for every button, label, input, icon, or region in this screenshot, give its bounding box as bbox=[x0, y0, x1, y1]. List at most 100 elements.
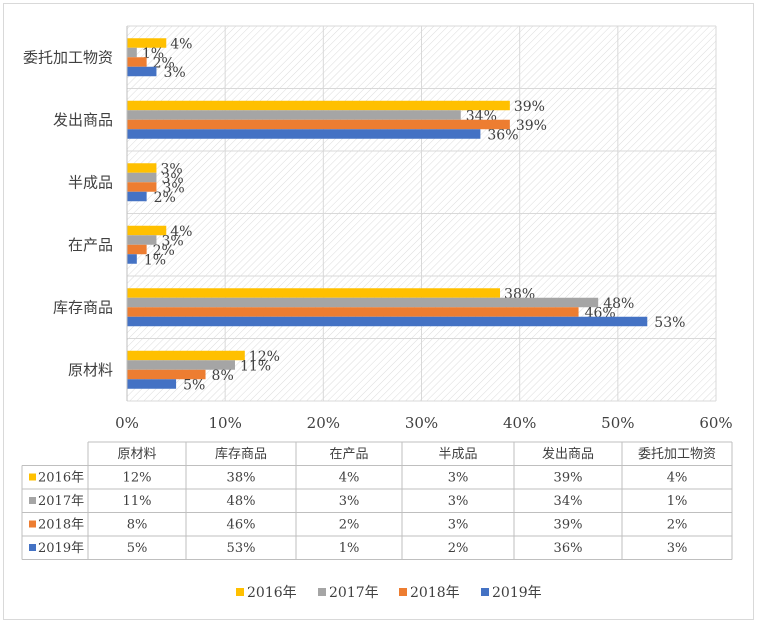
bar bbox=[127, 316, 648, 327]
bar bbox=[127, 254, 137, 264]
table-value-cell: 53% bbox=[227, 541, 256, 556]
bar bbox=[127, 244, 147, 255]
x-tick-label: 0% bbox=[115, 414, 139, 432]
data-label: 3% bbox=[161, 233, 183, 249]
category-label: 委托加工物资 bbox=[23, 48, 113, 66]
data-label: 2% bbox=[153, 55, 175, 71]
table-row-label: 2017年 bbox=[38, 494, 84, 509]
table-value-cell: 1% bbox=[339, 541, 360, 556]
x-tick-label: 50% bbox=[601, 414, 634, 432]
category-label: 原材料 bbox=[68, 361, 113, 379]
data-label: 11% bbox=[240, 358, 271, 374]
data-label: 39% bbox=[516, 118, 547, 134]
bar bbox=[127, 57, 147, 67]
category-label: 库存商品 bbox=[53, 298, 113, 316]
category-label: 发出商品 bbox=[53, 111, 113, 129]
table-value-cell: 1% bbox=[667, 494, 688, 509]
legend-label: 2019年 bbox=[492, 585, 542, 601]
bar bbox=[127, 297, 599, 308]
table-legend-key bbox=[29, 544, 36, 551]
legend-swatch bbox=[399, 588, 407, 596]
data-label: 36% bbox=[487, 127, 518, 143]
data-label: 3% bbox=[162, 180, 184, 196]
table-value-cell: 46% bbox=[227, 518, 256, 533]
data-label: 39% bbox=[514, 99, 545, 115]
table-value-cell: 39% bbox=[554, 471, 583, 486]
legend-label: 2016年 bbox=[247, 585, 297, 601]
x-tick-label: 30% bbox=[405, 414, 438, 432]
bar bbox=[127, 129, 481, 139]
bar bbox=[127, 369, 206, 380]
table-value-cell: 5% bbox=[127, 541, 148, 556]
legend-swatch bbox=[318, 588, 326, 596]
legend: 2016年 2017年 2018年 2019年 bbox=[236, 585, 542, 601]
data-label: 8% bbox=[212, 368, 234, 384]
data-label: 3% bbox=[160, 161, 182, 177]
table-header-cell: 原材料 bbox=[117, 447, 156, 462]
legend-swatch bbox=[236, 588, 244, 596]
bar bbox=[127, 350, 245, 361]
bar bbox=[127, 47, 137, 58]
table-value-cell: 3% bbox=[448, 471, 469, 486]
bar bbox=[127, 66, 157, 77]
data-label: 3% bbox=[163, 65, 185, 81]
table-value-cell: 2% bbox=[448, 541, 469, 556]
data-label: 1% bbox=[144, 252, 166, 268]
bar bbox=[127, 182, 157, 192]
data-label: 53% bbox=[654, 315, 685, 331]
table-legend-key bbox=[29, 473, 36, 481]
data-label: 2% bbox=[153, 243, 175, 259]
table-legend-key bbox=[29, 497, 36, 504]
bar bbox=[127, 225, 167, 236]
table-value-cell: 4% bbox=[667, 471, 688, 486]
table-value-cell: 48% bbox=[227, 494, 256, 509]
category-label: 半成品 bbox=[68, 173, 113, 191]
table-header-cell: 发出商品 bbox=[542, 446, 594, 462]
table-value-cell: 3% bbox=[339, 494, 360, 509]
bar bbox=[127, 119, 510, 130]
data-label: 4% bbox=[170, 224, 192, 240]
bar bbox=[127, 360, 235, 370]
table-row-label: 2016年 bbox=[38, 471, 84, 486]
x-tick-label: 10% bbox=[208, 414, 241, 432]
table-row-label: 2019年 bbox=[38, 541, 84, 556]
table-header-cell: 库存商品 bbox=[215, 446, 267, 462]
data-label: 12% bbox=[249, 349, 280, 365]
x-tick-label: 60% bbox=[699, 414, 732, 432]
table-value-cell: 2% bbox=[667, 518, 688, 533]
table-value-cell: 11% bbox=[123, 494, 152, 509]
table-value-cell: 3% bbox=[667, 541, 688, 556]
table-header-cell: 在产品 bbox=[329, 447, 368, 462]
bar bbox=[127, 172, 157, 183]
data-label: 3% bbox=[161, 171, 183, 187]
table-value-cell: 38% bbox=[227, 471, 256, 486]
bar bbox=[127, 307, 579, 317]
table-value-cell: 3% bbox=[448, 494, 469, 509]
bar bbox=[127, 191, 147, 202]
table-value-cell: 34% bbox=[554, 494, 583, 509]
category-label: 在产品 bbox=[68, 236, 113, 254]
bar bbox=[127, 288, 501, 298]
table-value-cell: 8% bbox=[127, 518, 148, 533]
table-value-cell: 4% bbox=[339, 471, 360, 486]
bar bbox=[127, 38, 167, 48]
legend-label: 2018年 bbox=[410, 585, 460, 601]
data-table: 原材料 库存商品 在产品 半成品 发出商品 委托加工物资 2016年 12% 38% 4% 3% 39… bbox=[21, 441, 733, 560]
bar bbox=[127, 235, 157, 245]
table-value-cell: 3% bbox=[448, 518, 469, 533]
table-value-cell: 2% bbox=[339, 518, 360, 533]
bar bbox=[127, 163, 157, 173]
data-label: 4% bbox=[170, 36, 192, 52]
data-label: 48% bbox=[603, 296, 634, 312]
table-value-cell: 12% bbox=[123, 471, 152, 486]
bar bbox=[127, 379, 177, 389]
legend-label: 2017年 bbox=[329, 585, 379, 601]
data-label: 5% bbox=[183, 377, 205, 393]
table-value-cell: 36% bbox=[554, 541, 583, 556]
legend-swatch bbox=[481, 588, 489, 596]
bar bbox=[127, 110, 461, 120]
table-header-cell: 委托加工物资 bbox=[638, 447, 716, 462]
table-legend-key bbox=[29, 520, 36, 528]
